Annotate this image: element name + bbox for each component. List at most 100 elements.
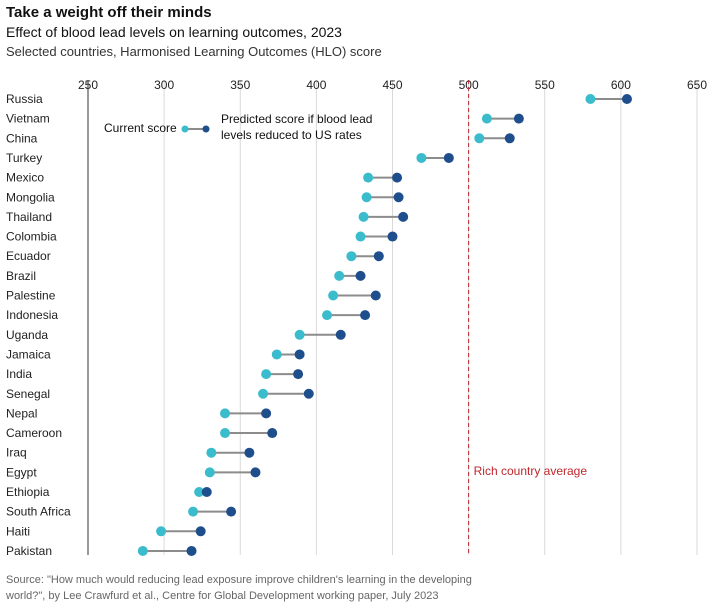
current-score-point bbox=[585, 94, 596, 104]
row-china: China bbox=[6, 131, 515, 145]
current-score-point bbox=[258, 388, 269, 399]
country-label: China bbox=[6, 131, 38, 145]
x-tick-label: 350 bbox=[230, 78, 250, 92]
x-tick-label: 550 bbox=[535, 78, 555, 92]
current-score-point bbox=[220, 408, 231, 419]
row-india: India bbox=[6, 367, 304, 381]
country-label: South Africa bbox=[6, 505, 71, 519]
data-rows: Russia Vietnam China Turkey Mexico Mongolia Th… bbox=[6, 92, 632, 558]
country-label: Iraq bbox=[6, 446, 27, 460]
predicted-score-point bbox=[195, 526, 206, 537]
predicted-score-point bbox=[201, 487, 212, 497]
current-score-point bbox=[361, 192, 372, 203]
x-tick-label: 500 bbox=[459, 78, 479, 92]
x-tick-label: 300 bbox=[154, 78, 174, 92]
x-tick-label: 600 bbox=[611, 78, 631, 92]
predicted-score-point bbox=[370, 290, 381, 301]
row-mexico: Mexico bbox=[6, 171, 403, 185]
legend-predicted-marker bbox=[202, 125, 210, 133]
reference-line-label: Rich country average bbox=[474, 464, 588, 478]
current-score-point bbox=[206, 447, 217, 458]
predicted-score-point bbox=[398, 211, 409, 222]
country-label: Ecuador bbox=[6, 249, 51, 263]
country-label: Senegal bbox=[6, 387, 50, 401]
current-score-point bbox=[137, 545, 148, 556]
predicted-score-point bbox=[226, 506, 237, 517]
country-label: Mexico bbox=[6, 171, 44, 185]
row-ethiopia: Ethiopia bbox=[6, 485, 212, 499]
x-axis-ticks: 250 300 350 400 450 500 550 600 650 bbox=[78, 78, 707, 92]
country-label: Ethiopia bbox=[6, 485, 50, 499]
legend-current-label: Current score bbox=[104, 121, 177, 135]
country-label: Vietnam bbox=[6, 112, 50, 126]
row-russia: Russia bbox=[6, 92, 632, 106]
chart-title: Take a weight off their minds bbox=[6, 4, 212, 21]
predicted-score-point bbox=[261, 408, 272, 419]
current-score-point bbox=[156, 526, 167, 537]
row-senegal: Senegal bbox=[6, 387, 314, 401]
x-tick-label: 400 bbox=[306, 78, 326, 92]
legend-predicted-label-line1: Predicted score if blood lead bbox=[221, 112, 372, 126]
legend: Current score Predicted score if blood l… bbox=[104, 112, 372, 142]
row-turkey: Turkey bbox=[6, 151, 454, 165]
country-label: Haiti bbox=[6, 524, 30, 538]
country-label: Cameroon bbox=[6, 426, 62, 440]
current-score-point bbox=[194, 487, 205, 497]
current-score-point bbox=[474, 133, 485, 144]
row-pakistan: Pakistan bbox=[6, 544, 197, 558]
country-label: Pakistan bbox=[6, 544, 52, 558]
current-score-point bbox=[322, 310, 333, 321]
row-colombia: Colombia bbox=[6, 230, 398, 244]
row-palestine: Palestine bbox=[6, 289, 381, 303]
predicted-score-point bbox=[335, 329, 346, 340]
predicted-score-point bbox=[355, 270, 366, 281]
chart-description: Selected countries, Harmonised Learning … bbox=[6, 44, 382, 59]
predicted-score-point bbox=[443, 152, 454, 163]
x-tick-label: 450 bbox=[382, 78, 402, 92]
current-score-point bbox=[328, 290, 339, 301]
gridlines bbox=[163, 80, 698, 555]
reference-line-group: Rich country average bbox=[468, 80, 588, 555]
predicted-score-point bbox=[303, 388, 314, 399]
country-label: Thailand bbox=[6, 210, 52, 224]
current-score-point bbox=[220, 428, 231, 439]
current-score-point bbox=[204, 467, 215, 478]
predicted-score-point bbox=[244, 447, 255, 458]
current-score-point bbox=[363, 172, 374, 183]
current-score-point bbox=[481, 113, 492, 124]
country-label: Turkey bbox=[6, 151, 42, 165]
country-label: Egypt bbox=[6, 465, 37, 479]
predicted-score-point bbox=[250, 467, 261, 478]
current-score-point bbox=[271, 349, 282, 360]
predicted-score-point bbox=[360, 310, 371, 321]
current-score-point bbox=[188, 506, 199, 517]
predicted-score-point bbox=[387, 231, 398, 242]
predicted-score-point bbox=[392, 172, 403, 183]
row-iraq: Iraq bbox=[6, 446, 255, 460]
current-score-point bbox=[358, 211, 369, 222]
predicted-score-point bbox=[373, 251, 384, 262]
country-label: Nepal bbox=[6, 406, 37, 420]
country-label: Brazil bbox=[6, 269, 36, 283]
row-south-africa: South Africa bbox=[6, 505, 237, 519]
row-thailand: Thailand bbox=[6, 210, 409, 224]
legend-predicted-label-line2: levels reduced to US rates bbox=[221, 128, 362, 142]
country-label: Uganda bbox=[6, 328, 48, 342]
row-jamaica: Jamaica bbox=[6, 347, 305, 361]
country-label: Jamaica bbox=[6, 347, 51, 361]
row-brazil: Brazil bbox=[6, 269, 366, 283]
predicted-score-point bbox=[293, 369, 304, 380]
row-cameroon: Cameroon bbox=[6, 426, 278, 440]
current-score-point bbox=[334, 270, 345, 281]
row-vietnam: Vietnam bbox=[6, 112, 524, 126]
predicted-score-point bbox=[294, 349, 305, 360]
current-score-point bbox=[261, 369, 272, 380]
chart-subtitle: Effect of blood lead levels on learning … bbox=[6, 24, 342, 40]
row-ecuador: Ecuador bbox=[6, 249, 384, 263]
predicted-score-point bbox=[504, 133, 515, 144]
country-label: Mongolia bbox=[6, 190, 55, 204]
current-score-point bbox=[346, 251, 357, 262]
current-score-point bbox=[355, 231, 366, 242]
country-label: Colombia bbox=[6, 230, 57, 244]
